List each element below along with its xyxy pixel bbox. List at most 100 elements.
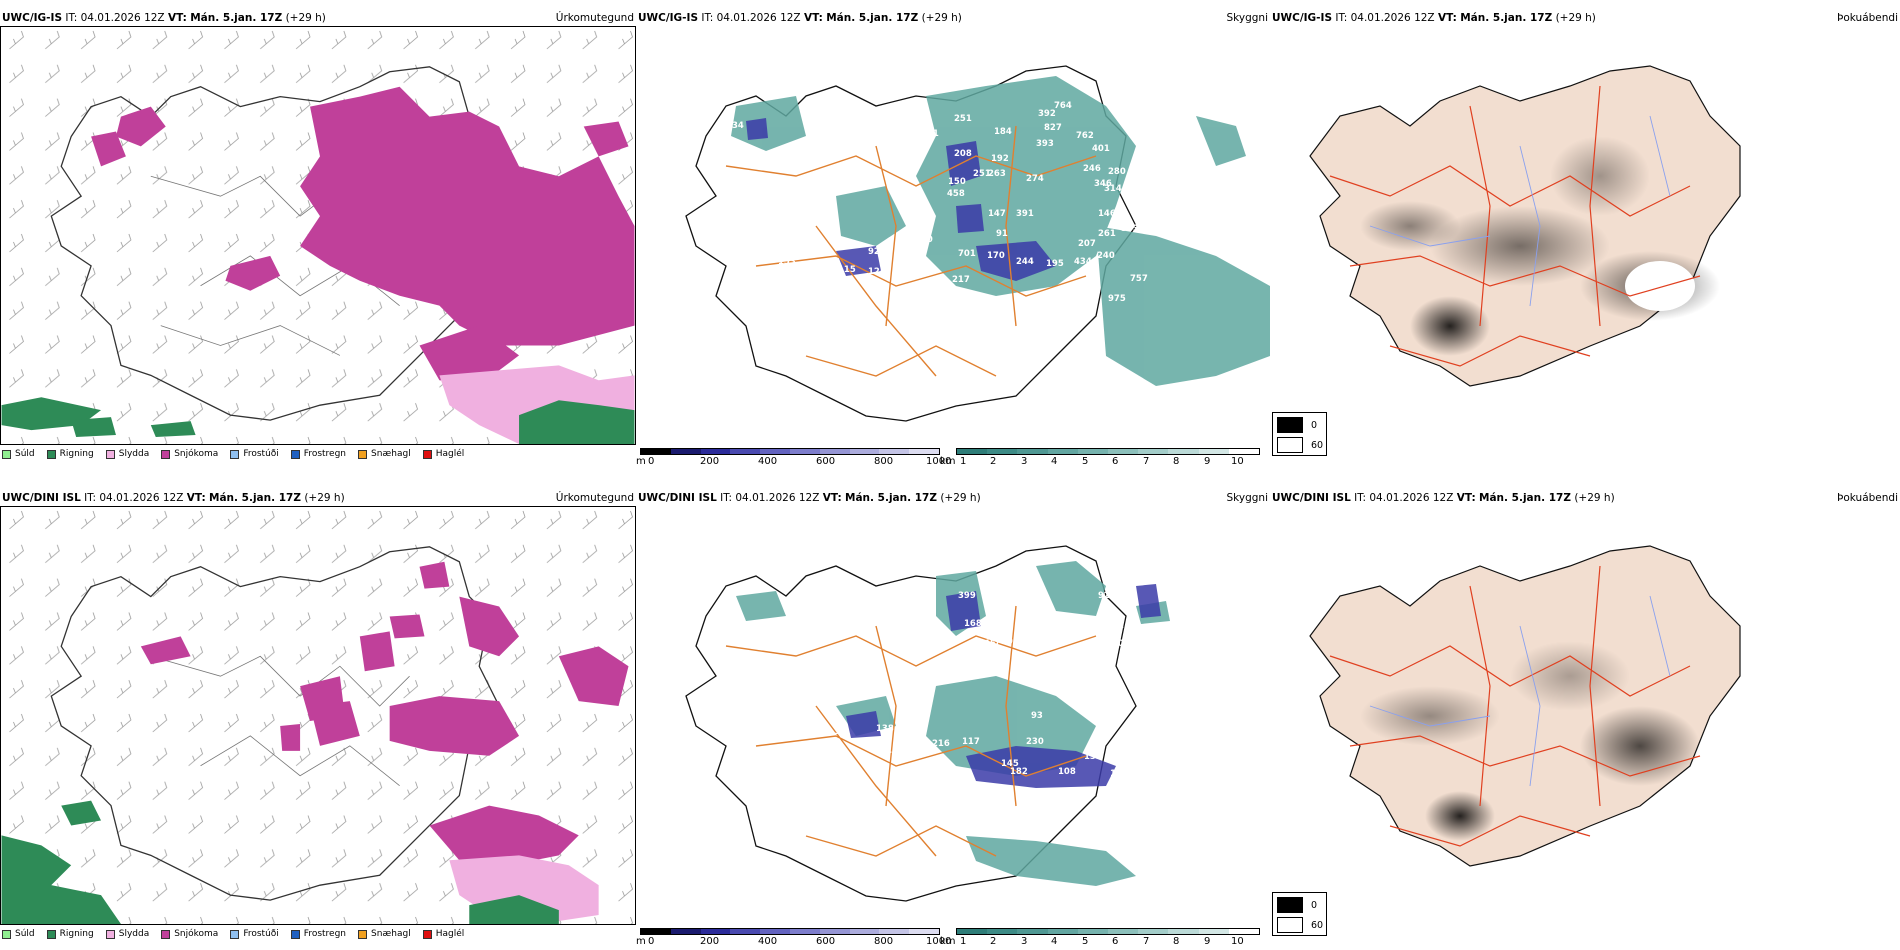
cloud-base-label: 827 xyxy=(1044,123,1062,133)
panel-title: UWC/DINI ISL IT: 04.01.2026 12Z VT: Mán.… xyxy=(638,492,981,504)
colorbar-unit: km xyxy=(940,936,956,945)
product-title: Þokuábendi xyxy=(1837,492,1898,504)
title-row: UWC/DINI ISL IT: 04.01.2026 12Z VT: Mán.… xyxy=(0,490,636,506)
cloud-base-label: 91 xyxy=(996,229,1008,239)
legend-swatch xyxy=(422,929,432,939)
cloud-base-label: 192 xyxy=(991,154,1009,164)
fog-legend-item: 60 xyxy=(1277,917,1323,933)
colorbar-segment xyxy=(641,449,671,454)
visibility-colorbar: km 1 2 3 4 5 6 7 8 9 10 xyxy=(940,448,1266,465)
cloud-base-label: 34 xyxy=(834,727,846,737)
cloud-base-label: 261 xyxy=(1098,229,1116,239)
legend-swatch xyxy=(290,449,300,459)
cloud-base-label: 128 xyxy=(1110,769,1128,779)
product-title: Úrkomutegund xyxy=(555,492,634,504)
colorbar-segment xyxy=(1228,449,1260,454)
legend-swatch xyxy=(2,449,11,459)
legend-swatch xyxy=(230,929,240,939)
cloud-base-label: 246 xyxy=(1083,164,1101,174)
colorbar-segment xyxy=(700,929,731,934)
cloud-base-bar xyxy=(640,448,940,455)
colorbar-segment xyxy=(730,929,761,934)
colorbar-segment xyxy=(819,929,850,934)
legend-swatch xyxy=(105,929,115,939)
legend-swatch xyxy=(46,929,56,939)
colorbar-segment xyxy=(1168,449,1199,454)
colorbar-segment xyxy=(1198,449,1229,454)
cloud-base-label: 108 xyxy=(1058,767,1076,777)
title-row: UWC/IG-IS IT: 04.01.2026 12Z VT: Mán. 5.… xyxy=(0,10,636,26)
fog-legend: 0 60 xyxy=(1272,892,1327,936)
cloud-base-label: 93 xyxy=(1031,711,1043,721)
visibility-bar xyxy=(956,448,1260,455)
fog-swatch xyxy=(1277,897,1303,913)
colorbar-segment xyxy=(1017,929,1048,934)
cloud-base-label: 593 xyxy=(1121,224,1139,234)
cloud-base-bar xyxy=(640,928,940,935)
cloud-base-label: 244 xyxy=(1016,257,1034,267)
cloud-base-label: 761 xyxy=(982,649,1000,659)
cloud-base-label: 314 xyxy=(1104,184,1122,194)
cloud-base-label: 790 xyxy=(995,637,1013,647)
colorbar-segment xyxy=(1077,929,1109,934)
product-title: Úrkomutegund xyxy=(555,12,634,24)
cloud-base-label: 138 xyxy=(876,724,894,734)
colorbar-segment xyxy=(700,449,731,454)
legend-item: Snjókoma xyxy=(161,449,218,459)
colorbar-segment xyxy=(849,929,880,934)
panel-title: UWC/IG-IS IT: 04.01.2026 12Z VT: Mán. 5.… xyxy=(638,12,962,24)
precip-panel-row1: UWC/IG-IS IT: 04.01.2026 12Z VT: Mán. 5.… xyxy=(0,10,636,465)
colorbar-segment xyxy=(789,929,820,934)
cloud-base-label: 192 xyxy=(708,207,726,217)
cloud-base-label: 195 xyxy=(1046,259,1064,269)
cloud-base-label: 458 xyxy=(947,189,965,199)
cloud-base-colorbar: m 0 200 400 600 800 1000 xyxy=(636,448,951,465)
cloud-base-label: 251 xyxy=(973,169,991,179)
cloud-base-label: 124 xyxy=(868,267,886,277)
cloud-base-label: 701 xyxy=(958,249,976,259)
panel-title: UWC/IG-IS IT: 04.01.2026 12Z VT: Mán. 5.… xyxy=(2,12,326,24)
colorbar-unit: m xyxy=(636,456,646,465)
colorbar-segment xyxy=(879,449,910,454)
legend-item: Súld xyxy=(2,449,35,459)
cloud-base-label: 280 xyxy=(1108,167,1126,177)
cloud-base-colorbar: m 0 200 400 600 800 1000 xyxy=(636,928,951,945)
cloud-base-label: 392 xyxy=(1038,109,1056,119)
cloud-base-label: 762 xyxy=(1076,131,1094,141)
legend-item: Frostúði xyxy=(230,929,279,939)
precip-map xyxy=(0,506,636,925)
fog-swatch xyxy=(1277,917,1303,933)
colorbar-segment xyxy=(1108,929,1139,934)
cloud-panel-row1: UWC/IG-IS IT: 04.01.2026 12Z VT: Mán. 5.… xyxy=(636,10,1270,465)
cloud-base-label: 274 xyxy=(1026,174,1044,184)
legend-swatch xyxy=(161,929,171,939)
colorbar-segment xyxy=(1138,449,1169,454)
cloud-base-label: 342 xyxy=(716,147,734,157)
cloud-base-label: 406 xyxy=(1156,629,1174,639)
cloud-base-label: 921 xyxy=(1098,591,1116,601)
legend-item: Snjókoma xyxy=(161,929,218,939)
colorbar-segment xyxy=(1168,929,1199,934)
fog-map xyxy=(1270,506,1900,925)
cloud-base-label: 115 xyxy=(838,265,856,275)
colorbar-segment xyxy=(1108,449,1139,454)
legend-item: Súld xyxy=(2,929,35,939)
cloud-labels: 391 251 184 392 827 393 764 762 208 192 274 401 246 1… xyxy=(708,101,1148,304)
panel-title: UWC/IG-IS IT: 04.01.2026 12Z VT: Mán. 5.… xyxy=(1272,12,1596,24)
cloud-base-label: 216 xyxy=(1126,181,1144,191)
legend-swatch xyxy=(422,449,432,459)
colorbar-segment xyxy=(849,449,880,454)
panel-title: UWC/DINI ISL IT: 04.01.2026 12Z VT: Mán.… xyxy=(2,492,345,504)
colorbar-segment xyxy=(819,449,850,454)
legend-item: Rigning xyxy=(46,929,94,939)
cloud-base-label: 399 xyxy=(958,591,976,601)
legend-item: Haglél xyxy=(422,929,464,939)
cloud-map: 391 251 184 392 827 393 764 762 208 192 274 401 246 1… xyxy=(636,26,1270,445)
legend-item: Frostregn xyxy=(290,929,346,939)
cloud-base-label: 445 xyxy=(978,639,996,649)
precip-legend: Súld Rigning Slydda Snjókoma Frostúði Fr… xyxy=(2,927,476,941)
product-title: Skyggni xyxy=(1226,12,1269,24)
legend-swatch xyxy=(358,449,368,459)
fog-swatch xyxy=(1277,437,1303,453)
